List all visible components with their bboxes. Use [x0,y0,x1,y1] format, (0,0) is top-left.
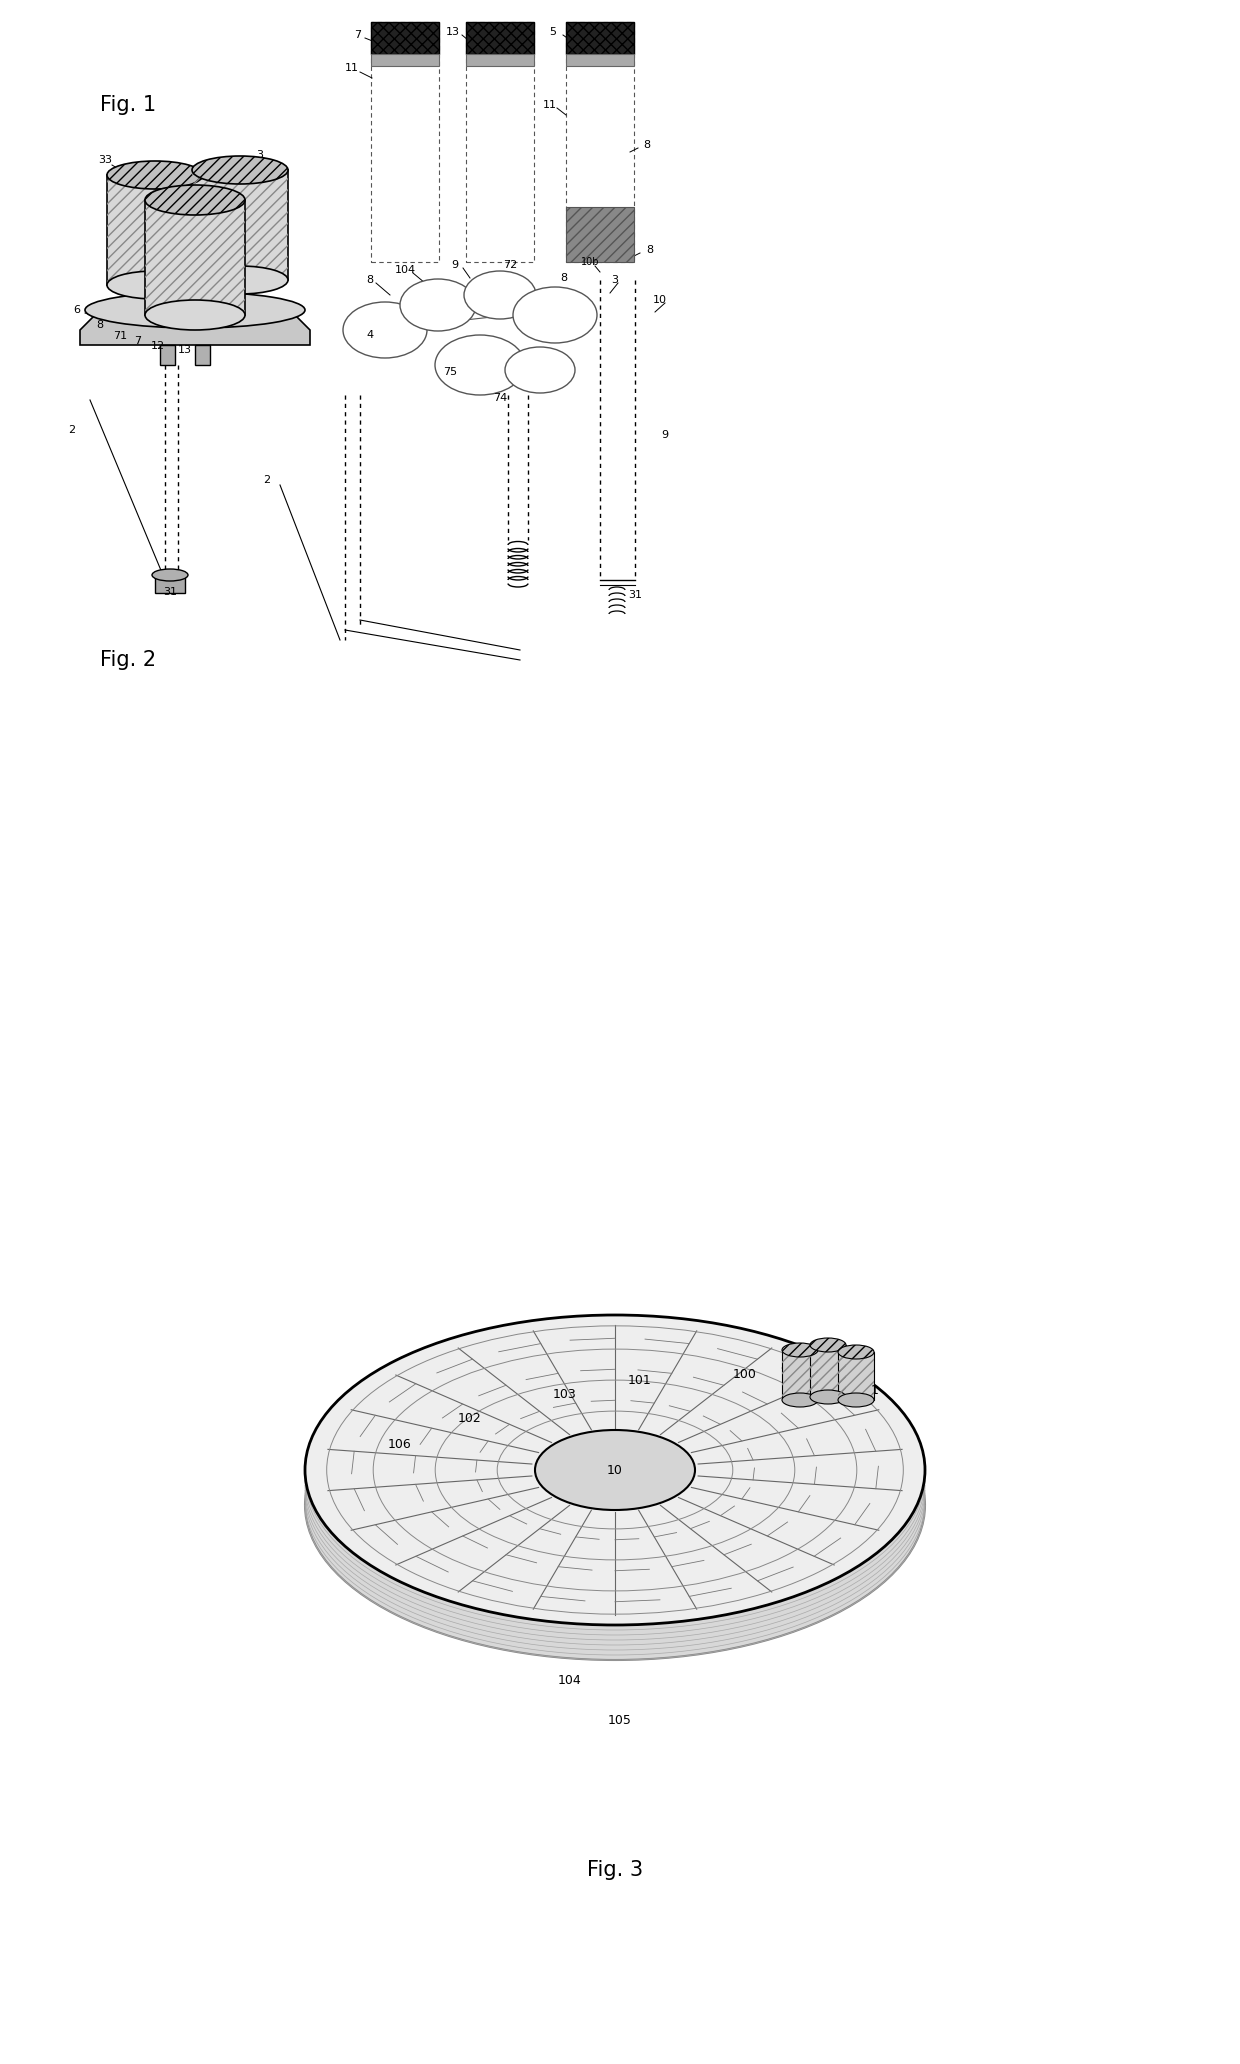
Text: 8: 8 [644,140,651,151]
Ellipse shape [192,266,288,293]
Text: 11: 11 [345,64,360,72]
Ellipse shape [505,347,575,392]
Bar [107,175,203,285]
Text: Fig. 3: Fig. 3 [587,1860,644,1880]
Bar [160,345,175,365]
Bar [838,1352,874,1399]
Bar [782,1350,818,1399]
Bar [195,345,210,365]
Text: 7: 7 [355,31,362,39]
Text: 6: 6 [73,305,81,316]
Bar [371,23,439,54]
Ellipse shape [810,1337,846,1352]
Ellipse shape [435,334,525,394]
Text: 13: 13 [179,345,192,355]
Text: 33: 33 [98,155,112,165]
Ellipse shape [107,161,203,190]
Bar [371,23,439,262]
Bar [565,23,634,262]
Text: 106: 106 [388,1439,412,1451]
Text: 8: 8 [97,320,104,330]
Bar [466,23,534,262]
Ellipse shape [145,186,246,215]
Text: 9: 9 [661,429,668,440]
Text: 2: 2 [68,425,76,436]
Text: 71: 71 [113,330,126,341]
Text: 11: 11 [543,99,557,109]
Bar [371,54,439,66]
Text: 9: 9 [451,260,459,270]
Text: 104: 104 [558,1674,582,1686]
Text: 105: 105 [608,1713,632,1726]
Text: 12: 12 [151,341,165,351]
Bar [145,200,246,316]
Text: 104: 104 [394,264,415,275]
Bar [155,576,185,592]
Text: 8: 8 [560,272,568,283]
Text: 5: 5 [549,27,557,37]
Ellipse shape [153,570,188,580]
Ellipse shape [86,291,305,328]
Ellipse shape [810,1389,846,1404]
Polygon shape [838,1352,874,1399]
Text: Fig. 2: Fig. 2 [100,650,156,671]
Text: 4: 4 [367,330,373,341]
Bar [145,200,246,316]
Bar [192,169,288,281]
Text: 31: 31 [627,590,642,601]
Bar [565,54,634,66]
Bar [466,54,534,66]
Ellipse shape [464,270,536,320]
Text: 10: 10 [653,295,667,305]
Text: 2: 2 [263,475,270,485]
Bar [466,23,534,54]
Text: 103: 103 [553,1389,577,1401]
Text: 72: 72 [503,260,517,270]
Ellipse shape [192,157,288,184]
Ellipse shape [107,270,203,299]
Ellipse shape [401,279,476,330]
Bar [810,1346,846,1397]
Ellipse shape [782,1393,818,1408]
Ellipse shape [534,1430,694,1511]
Text: 75: 75 [443,367,458,378]
Text: 10b: 10b [580,258,599,266]
Text: 13: 13 [446,27,460,37]
Ellipse shape [145,299,246,330]
Bar [192,169,288,281]
Text: 102: 102 [458,1412,482,1424]
Ellipse shape [838,1393,874,1408]
Text: 1: 1 [870,1383,879,1397]
Polygon shape [782,1350,818,1399]
Polygon shape [810,1346,846,1397]
Ellipse shape [513,287,596,343]
Ellipse shape [343,301,427,357]
Text: 3: 3 [257,151,263,161]
Ellipse shape [838,1346,874,1358]
Bar [107,175,203,285]
Ellipse shape [305,1315,925,1624]
Bar [565,206,634,262]
Bar [565,23,634,54]
Text: 7: 7 [134,336,141,347]
Text: 31: 31 [162,586,177,596]
Text: 101: 101 [629,1373,652,1387]
Polygon shape [81,310,310,345]
Text: Fig. 1: Fig. 1 [100,95,156,116]
Text: 100: 100 [733,1368,756,1381]
Text: 8: 8 [367,275,373,285]
Text: 8: 8 [646,246,653,256]
Text: 74: 74 [492,392,507,402]
Ellipse shape [782,1344,818,1356]
Ellipse shape [305,1350,925,1659]
Text: 3: 3 [611,275,619,285]
Text: 10: 10 [608,1463,622,1476]
